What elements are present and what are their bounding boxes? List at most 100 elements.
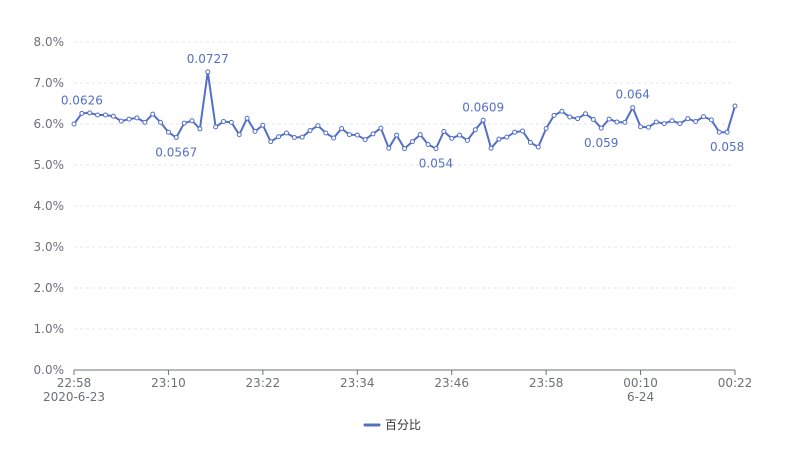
data-point[interactable] — [685, 116, 691, 122]
data-point[interactable] — [354, 132, 360, 138]
data-point[interactable] — [394, 132, 400, 138]
data-point[interactable] — [614, 119, 620, 125]
data-point[interactable] — [331, 135, 337, 141]
data-point[interactable] — [496, 136, 502, 142]
data-point[interactable] — [701, 114, 707, 120]
data-point[interactable] — [118, 118, 124, 124]
data-point[interactable] — [158, 119, 164, 125]
data-point[interactable] — [559, 108, 565, 114]
data-point[interactable] — [189, 118, 195, 124]
data-point[interactable] — [378, 125, 384, 131]
data-point[interactable] — [299, 134, 305, 140]
data-point[interactable] — [173, 135, 179, 141]
data-point[interactable] — [181, 120, 187, 126]
data-point[interactable] — [661, 121, 667, 127]
data-point[interactable] — [102, 112, 108, 118]
data-point[interactable] — [449, 135, 455, 141]
data-point[interactable] — [693, 119, 699, 125]
data-point[interactable] — [575, 116, 581, 122]
data-point[interactable] — [221, 119, 227, 125]
data-point[interactable] — [150, 111, 156, 117]
data-point[interactable] — [244, 115, 250, 121]
data-point[interactable] — [260, 122, 266, 128]
data-point[interactable] — [307, 128, 313, 134]
data-label: 0.0567 — [155, 146, 197, 160]
data-point[interactable] — [283, 130, 289, 136]
data-point[interactable] — [638, 124, 644, 130]
data-point[interactable] — [71, 121, 77, 127]
data-point[interactable] — [205, 69, 211, 75]
data-point[interactable] — [268, 139, 274, 145]
data-point[interactable] — [472, 127, 478, 133]
data-point[interactable] — [567, 114, 573, 120]
data-point[interactable] — [622, 119, 628, 125]
data-label: 0.0626 — [61, 93, 103, 107]
data-point[interactable] — [315, 123, 321, 129]
data-point[interactable] — [228, 119, 234, 125]
data-point[interactable] — [488, 145, 494, 151]
data-point[interactable] — [732, 103, 738, 109]
data-point[interactable] — [165, 129, 171, 135]
data-point[interactable] — [402, 146, 407, 152]
data-point[interactable] — [543, 126, 549, 132]
grid-layer — [74, 41, 735, 330]
data-point[interactable] — [716, 129, 722, 135]
data-point[interactable] — [197, 126, 203, 132]
data-point[interactable] — [520, 128, 526, 134]
data-point[interactable] — [480, 117, 486, 123]
data-point[interactable] — [79, 110, 85, 116]
data-point[interactable] — [504, 134, 510, 140]
data-point[interactable] — [464, 137, 470, 143]
legend-label[interactable]: 百分比 — [385, 418, 421, 432]
data-point[interactable] — [708, 117, 714, 123]
data-point[interactable] — [362, 137, 368, 143]
data-point[interactable] — [386, 145, 392, 151]
data-label: 0.0727 — [187, 52, 229, 66]
data-point[interactable] — [645, 124, 651, 130]
data-label-layer: 0.0626 0.0567 0.0727 0.054 0.0609 0.059 0.064 0… — [61, 52, 744, 171]
data-point[interactable] — [653, 119, 659, 125]
data-point[interactable] — [276, 134, 282, 140]
data-point[interactable] — [142, 119, 148, 125]
data-point[interactable] — [87, 110, 93, 116]
data-point[interactable] — [134, 115, 140, 121]
x-tick-label: 23:34 — [340, 376, 375, 390]
data-point[interactable] — [95, 112, 101, 118]
y-tick-label: 2.0% — [34, 281, 65, 295]
data-point[interactable] — [110, 113, 116, 119]
x-tick-label: 00:10 — [623, 376, 658, 390]
data-point[interactable] — [409, 139, 415, 145]
y-tick-label: 5.0% — [34, 158, 65, 172]
x-tick-label: 23:58 — [529, 376, 564, 390]
data-point[interactable] — [551, 112, 557, 118]
legend[interactable]: 百分比 — [363, 418, 421, 432]
data-label: 0.054 — [419, 157, 453, 171]
data-point[interactable] — [582, 111, 588, 117]
data-point[interactable] — [457, 132, 463, 138]
data-point[interactable] — [213, 124, 219, 130]
data-point[interactable] — [370, 131, 376, 137]
data-point[interactable] — [590, 116, 596, 122]
data-point[interactable] — [291, 135, 297, 141]
data-point[interactable] — [598, 125, 604, 131]
data-point[interactable] — [417, 132, 423, 138]
data-point[interactable] — [346, 132, 352, 138]
data-point[interactable] — [323, 130, 329, 136]
data-point[interactable] — [677, 121, 683, 127]
data-point[interactable] — [630, 105, 636, 111]
data-point[interactable] — [606, 116, 612, 122]
data-point[interactable] — [512, 129, 518, 135]
data-point[interactable] — [535, 144, 541, 150]
data-point[interactable] — [126, 116, 132, 122]
data-point[interactable] — [252, 128, 258, 134]
data-point[interactable] — [669, 118, 675, 124]
data-point[interactable] — [724, 129, 730, 135]
data-point[interactable] — [236, 132, 242, 138]
series-layer — [71, 69, 738, 152]
data-point[interactable] — [441, 128, 447, 134]
axis-layer: 0.0% 1.0% 2.0% 3.0% 4.0% 5.0% 6.0% 7.0% 8.0% 22:5… — [34, 35, 753, 404]
data-point[interactable] — [339, 126, 345, 132]
data-point[interactable] — [425, 142, 431, 147]
data-point[interactable] — [433, 146, 439, 152]
data-point[interactable] — [527, 139, 533, 145]
